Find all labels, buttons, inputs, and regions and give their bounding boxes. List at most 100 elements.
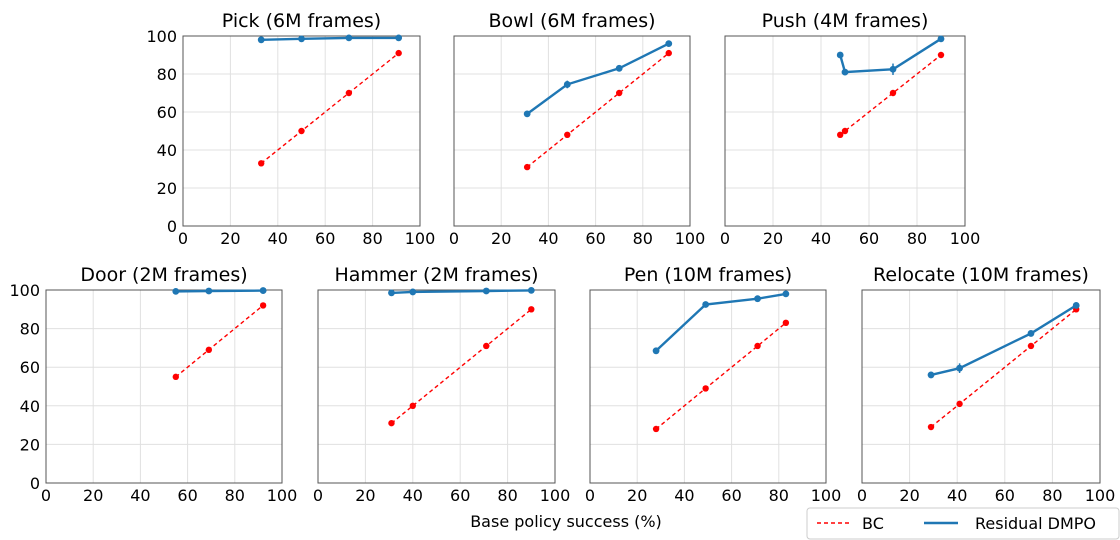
subplot-title: Pen (10M frames) (624, 264, 792, 286)
x-tick-label: 60 (995, 486, 1015, 505)
x-tick-label: 40 (811, 229, 831, 248)
residual-dmpo-data-point (956, 364, 963, 372)
subplot-3: Push (4M frames) 0 20 40 60 80 100 (720, 10, 980, 248)
y-tick-label: 20 (20, 435, 40, 454)
residual-dmpo-series-line (526, 42, 670, 115)
subplot-4: Door (2M frames) 0 20 40 60 80 100 0 20 40 60 80 100 (9, 264, 297, 505)
bc-data-point (345, 89, 353, 97)
x-tick-label: 20 (220, 229, 240, 248)
residual-dmpo-data-point (257, 36, 265, 44)
residual-dmpo-data-point (754, 295, 761, 303)
residual-dmpo-data-point (889, 65, 897, 73)
x-tick-label: 80 (497, 486, 517, 505)
x-tick-label: 20 (491, 229, 511, 248)
residual-dmpo-data-point (1072, 302, 1080, 309)
residual-dmpo-data-point (205, 287, 213, 295)
x-tick-label: 0 (313, 486, 323, 505)
legend-bc-label: BC (862, 514, 884, 533)
subplot-1: Pick (6M frames) 0 20 40 60 80 100 0 20 40 60 80 100 (146, 10, 435, 248)
bc-data-point (528, 306, 535, 313)
panels: Pick (6M frames) 0 20 40 60 80 100 0 20 40 60 80 100… (9, 10, 1115, 505)
residual-dmpo-data-point (615, 64, 623, 72)
x-tick-label: 40 (130, 486, 150, 505)
bc-data-point (564, 131, 571, 138)
bc-series-line (260, 52, 400, 164)
y-tick-label: 100 (146, 27, 177, 46)
y-tick-label: 80 (20, 320, 40, 339)
residual-dmpo-data-point (523, 110, 531, 118)
bc-data-point (409, 402, 416, 409)
bc-data-point (652, 425, 660, 433)
y-tick-label: 60 (20, 358, 40, 377)
residual-dmpo-series-line (261, 36, 399, 41)
x-tick-label: 80 (907, 229, 927, 248)
x-tick-label: 80 (769, 486, 789, 505)
plot-frame (45, 289, 283, 484)
x-tick-label: 40 (674, 486, 694, 505)
x-tick-label: 0 (857, 486, 867, 505)
bc-data-point (616, 89, 623, 97)
subplot-6: Pen (10M frames) 0 20 40 60 80 100 (585, 264, 841, 505)
x-tick-label: 100 (540, 486, 571, 505)
x-tick-label: 0 (585, 486, 595, 505)
residual-dmpo-data-point (927, 371, 935, 379)
y-tick-label: 20 (157, 179, 177, 198)
bc-data-point (956, 400, 963, 408)
x-tick-label: 0 (720, 229, 730, 248)
y-tick-label: 40 (157, 141, 177, 160)
x-tick-label: 100 (675, 229, 706, 248)
bc-data-point (205, 346, 213, 354)
legend-frame (806, 507, 1120, 540)
x-tick-label: 20 (899, 486, 919, 505)
subplot-7: Relocate (10M frames) 0 20 40 60 80 100 (857, 264, 1115, 505)
residual-dmpo-series-line (930, 304, 1077, 377)
residual-dmpo-data-point (172, 287, 180, 295)
plot-frame (317, 289, 556, 484)
bc-series-line (526, 52, 670, 168)
x-tick-label: 20 (83, 486, 103, 505)
x-tick-label: 40 (403, 486, 423, 505)
residual-dmpo-data-point (702, 301, 710, 308)
x-tick-label: 100 (1085, 486, 1116, 505)
bc-data-point (523, 163, 531, 171)
residual-dmpo-series-line (655, 292, 787, 352)
plot-frame (589, 289, 827, 484)
bc-data-point (259, 302, 267, 309)
x-tick-label: 0 (41, 486, 51, 505)
x-axis-label: Base policy success (%) (470, 512, 662, 531)
residual-dmpo-data-point (665, 40, 673, 47)
residual-dmpo-data-point (841, 68, 849, 76)
plot-frame (724, 35, 966, 227)
bc-data-point (782, 319, 790, 327)
x-tick-label: 60 (177, 486, 197, 505)
x-tick-label: 20 (355, 486, 375, 505)
subplot-title: Push (4M frames) (762, 10, 929, 32)
y-tick-label: 80 (157, 65, 177, 84)
y-tick-label: 60 (157, 103, 177, 122)
x-tick-label: 60 (859, 229, 879, 248)
residual-dmpo-data-point (388, 289, 395, 297)
y-tick-label: 100 (9, 281, 40, 300)
x-tick-label: 60 (315, 229, 335, 248)
x-tick-label: 100 (811, 486, 842, 505)
bc-data-point (937, 51, 945, 59)
residual-dmpo-data-point (836, 51, 844, 59)
x-tick-label: 80 (225, 486, 245, 505)
bc-data-point (298, 127, 305, 135)
subplot-title: Pick (6M frames) (222, 10, 381, 32)
residual-dmpo-data-point (409, 288, 417, 296)
subplot-title: Relocate (10M frames) (873, 264, 1089, 286)
bc-data-point (483, 342, 490, 350)
bc-series-line (655, 322, 787, 430)
x-tick-label: 60 (450, 486, 470, 505)
subplot-title: Hammer (2M frames) (334, 264, 538, 286)
bc-data-point (702, 385, 709, 392)
residual-dmpo-data-point (345, 34, 353, 42)
residual-dmpo-data-point (482, 287, 490, 295)
y-tick-label: 0 (30, 474, 40, 493)
y-tick-label: 0 (167, 217, 177, 236)
x-tick-label: 100 (267, 486, 298, 505)
x-tick-label: 100 (950, 229, 981, 248)
bc-data-point (1027, 342, 1035, 350)
